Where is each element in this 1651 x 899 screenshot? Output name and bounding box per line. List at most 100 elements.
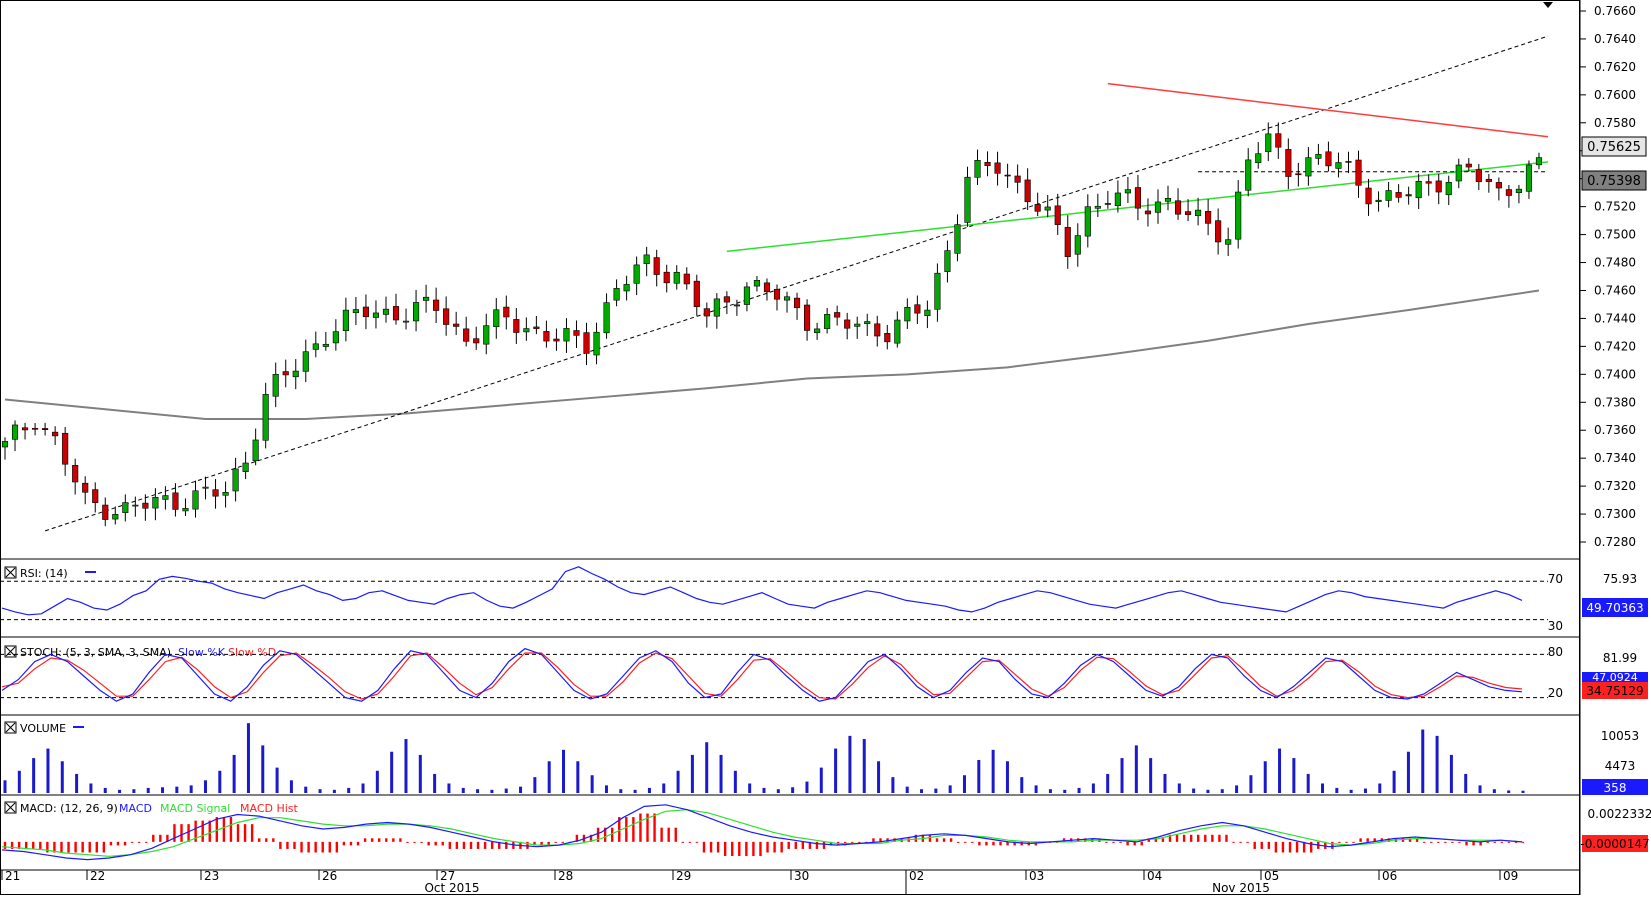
- macd-hist-bar: [236, 824, 240, 842]
- volume-bar: [1134, 745, 1138, 793]
- candle-up: [954, 224, 961, 254]
- macd-hist-bar: [625, 817, 628, 842]
- volume-bar: [562, 749, 566, 793]
- volume-bar: [1149, 758, 1153, 793]
- macd-hist-bar: [971, 841, 974, 843]
- volume-bar: [533, 777, 537, 793]
- macd-legend-signal: MACD Signal: [160, 802, 230, 815]
- macd-hist-bar: [498, 841, 501, 849]
- price-axis: 0.76600.76400.76200.76000.75800.75600.75…: [1580, 4, 1636, 549]
- volume-bar: [1464, 773, 1468, 793]
- macd-hist-bar: [385, 838, 388, 842]
- macd-hist-bar: [575, 834, 579, 842]
- candle-up: [1455, 164, 1462, 182]
- stochastic-panel[interactable]: STOCH: (5, 3, SMA, 3, SMA) Slow %K Slow …: [0, 645, 1648, 702]
- volume-last-tag: [1582, 779, 1648, 795]
- macd-panel[interactable]: MACD: (12, 26, 9) MACD MACD Signal MACD …: [1, 801, 1651, 861]
- time-axis: 21 22 23 26 27 28 29 30 02 03 04 05 06 09: [1, 869, 1518, 895]
- candle-down: [172, 492, 179, 510]
- volume-bar: [576, 761, 580, 793]
- macd-hist-bar: [265, 838, 268, 842]
- macd-hist-bar: [928, 834, 932, 842]
- macd-last-label: -0.0000147: [1580, 837, 1649, 851]
- macd-hist-bar: [681, 841, 685, 843]
- candle-down: [1505, 189, 1512, 196]
- stoch-scale-label: 81.99: [1603, 651, 1637, 665]
- day-label: 27: [440, 869, 455, 883]
- macd-hist-bar: [1168, 834, 1172, 842]
- candle-up: [423, 296, 430, 301]
- candle-down: [1144, 210, 1152, 215]
- volume-bar: [1478, 785, 1482, 793]
- price-panel[interactable]: [1, 35, 1549, 532]
- volume-bar: [361, 783, 365, 793]
- volume-bar: [662, 783, 666, 793]
- macd-hist-bar: [1521, 841, 1525, 843]
- stoch-levels: [0, 653, 1548, 699]
- volume-bar: [1120, 758, 1124, 793]
- scroll-marker-icon[interactable]: [1543, 2, 1553, 8]
- volume-bar: [289, 780, 293, 793]
- macd-hist-bar: [879, 838, 882, 842]
- candle-down: [1495, 182, 1502, 189]
- candle-up: [814, 328, 821, 334]
- macd-hist-bar: [378, 838, 381, 842]
- volume-bar: [246, 723, 250, 793]
- month-label-nov: Nov 2015: [1212, 881, 1270, 895]
- macd-hist-bar: [702, 841, 706, 853]
- volume-bars: [3, 723, 1525, 793]
- candle-up: [322, 343, 329, 347]
- candle-up: [1535, 157, 1543, 166]
- candle-up: [934, 272, 941, 310]
- candle-up: [1375, 199, 1382, 202]
- candle-up: [382, 308, 390, 315]
- candle-down: [994, 162, 1001, 174]
- macd-hist-bar: [1514, 841, 1518, 843]
- candle-down: [1485, 178, 1492, 182]
- volume-panel[interactable]: VOLUME 10053 4473 358: [3, 721, 1649, 795]
- candle-down: [1355, 159, 1362, 186]
- price-tick-label: 0.7400: [1594, 367, 1636, 381]
- volume-bar: [1020, 777, 1024, 793]
- macd-hist-bar: [1225, 834, 1228, 842]
- macd-hist-bar: [250, 824, 254, 842]
- candle-down: [1275, 133, 1282, 148]
- volume-bar: [1063, 789, 1067, 793]
- candle-down: [773, 288, 781, 300]
- price-tick-label: 0.7640: [1594, 32, 1636, 46]
- candle-down: [663, 271, 670, 284]
- macd-hist-bar: [1147, 838, 1150, 842]
- candle-up: [673, 271, 680, 284]
- macd-hist-bar: [229, 817, 233, 842]
- macd-hist-bar: [24, 841, 28, 849]
- candle-up: [312, 343, 319, 350]
- rsi-panel[interactable]: RSI: (14) 70 30 75.93 49.70363: [0, 566, 1648, 633]
- candle-down: [32, 427, 39, 430]
- candle-up: [783, 296, 791, 301]
- macd-hist-bar: [102, 841, 106, 853]
- macd-hist-bar: [1408, 838, 1412, 842]
- macd-hist-bar: [561, 841, 564, 843]
- volume-bar: [934, 788, 938, 793]
- volume-bar: [1048, 789, 1052, 793]
- candle-down: [1285, 149, 1292, 177]
- macd-hist-bar: [1437, 841, 1440, 843]
- macd-hist-bar: [427, 841, 430, 846]
- macd-hist-bar: [434, 841, 437, 846]
- volume-bar: [1206, 789, 1210, 793]
- macd-hist-bar: [1267, 841, 1271, 849]
- candle-up: [593, 331, 600, 356]
- price-tick-label: 0.7520: [1594, 200, 1636, 214]
- candle-down: [142, 502, 149, 509]
- macd-hist-bar: [1274, 841, 1278, 853]
- macd-hist-bar: [914, 834, 917, 842]
- volume-bar: [705, 742, 709, 793]
- trendlines: [44, 35, 1549, 532]
- macd-hist-bar: [159, 834, 162, 842]
- volume-bar: [519, 786, 523, 793]
- candle-down: [362, 306, 369, 318]
- macd-hist-bar: [187, 824, 190, 842]
- volume-bar: [891, 777, 895, 793]
- volume-bar: [1521, 790, 1525, 793]
